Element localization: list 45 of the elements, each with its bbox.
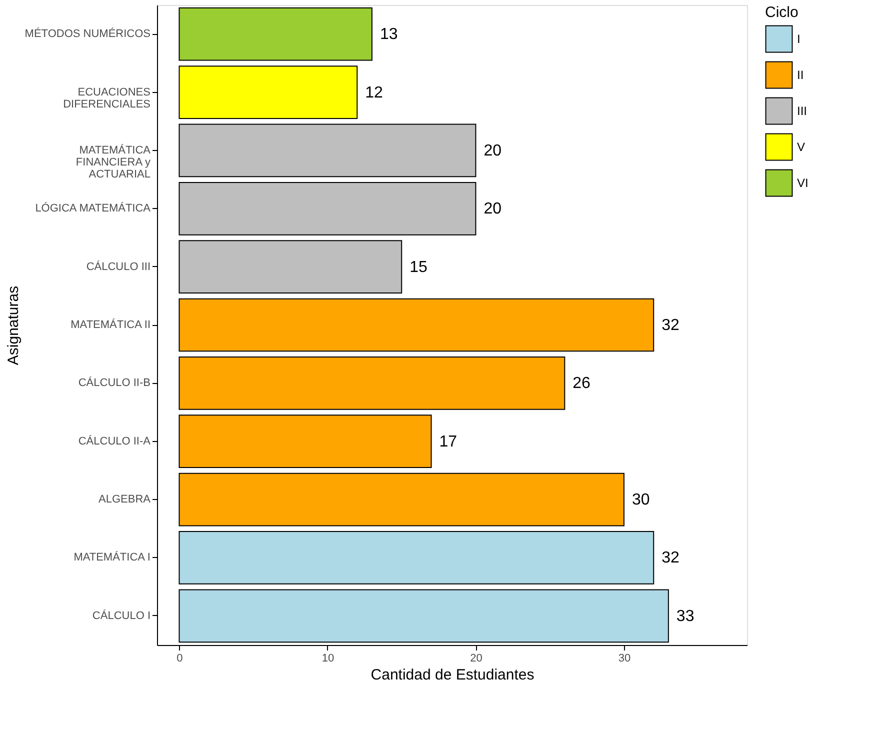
data-label: 15 — [410, 258, 428, 276]
data-label: 30 — [632, 492, 650, 509]
legend-title: Ciclo — [765, 4, 798, 21]
data-label: 20 — [484, 142, 502, 160]
y-tick-label: MATEMÁTICA I — [74, 550, 150, 564]
y-tick-label: MATEMÁTICA FINANCIERA y ACTUARIAL — [76, 143, 152, 180]
bar — [178, 240, 402, 294]
bar — [178, 356, 566, 410]
x-tick-label: 0 — [176, 652, 183, 664]
data-label: 32 — [662, 317, 680, 334]
bar — [178, 7, 372, 61]
y-tick-label: MÉTODOS NUMÉRICOS — [24, 27, 150, 40]
legend-label: VI — [797, 176, 808, 190]
legend-label: I — [797, 32, 800, 46]
x-tick-label: 10 — [322, 652, 334, 664]
y-tick-label: CÁLCULO II-A — [78, 434, 152, 448]
data-label: 17 — [439, 433, 458, 450]
data-label: 20 — [484, 200, 502, 218]
y-tick-label: MATEMÁTICA II — [70, 318, 150, 331]
y-tick-label: CÁLCULO III — [86, 260, 150, 273]
bar — [178, 182, 476, 236]
x-tick-label: 30 — [618, 652, 631, 664]
bar — [178, 589, 669, 643]
data-label: 13 — [380, 26, 398, 44]
y-tick-label: CÁLCULO II-B — [78, 376, 150, 390]
x-axis-title: Cantidad de Estudiantes — [370, 666, 534, 684]
bar — [178, 124, 476, 178]
x-tick-label: 20 — [470, 652, 482, 664]
y-tick-label: LÓGICA MATEMÁTICA — [35, 202, 152, 215]
y-tick-label: CÁLCULO I — [92, 608, 150, 622]
legend-label: II — [797, 68, 804, 82]
y-tick-label: ECUACIONES DIFERENCIALES — [63, 86, 150, 110]
data-label: 26 — [572, 375, 591, 392]
data-label: 32 — [662, 550, 680, 567]
data-label: 12 — [365, 84, 384, 102]
y-axis-title: Asignaturas — [4, 286, 22, 366]
y-tick-label: ALGEBRA — [98, 494, 152, 506]
bar — [178, 531, 654, 584]
data-label: 33 — [676, 608, 694, 625]
bar — [178, 414, 432, 468]
bar — [178, 66, 358, 119]
bar — [178, 472, 624, 526]
bar — [178, 298, 654, 352]
legend-label: III — [797, 104, 808, 118]
legend-label: V — [797, 140, 806, 154]
